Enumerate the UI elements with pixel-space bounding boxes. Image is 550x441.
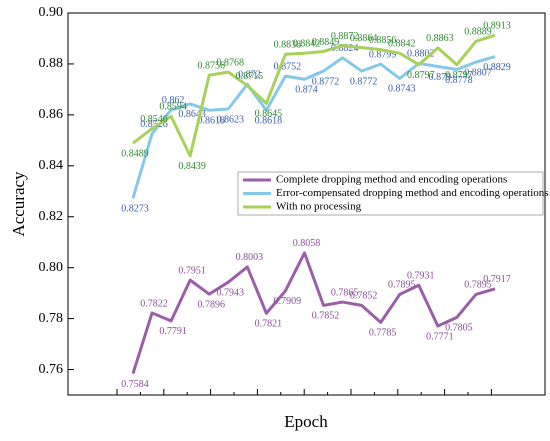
data-label: 0.8439 <box>178 161 206 172</box>
data-label: 0.8768 <box>217 57 245 68</box>
data-label: 0.7852 <box>312 311 340 322</box>
data-label: 0.8526 <box>140 119 168 130</box>
data-label: 0.8772 <box>312 76 340 87</box>
data-label: 0.8623 <box>217 114 245 125</box>
data-label: 0.8807 <box>464 67 492 78</box>
data-label: 0.8618 <box>197 116 225 127</box>
legend-label: Complete dropping method and encoding op… <box>276 174 507 186</box>
y-tick-label: 0.78 <box>39 311 64 326</box>
data-label: 0.8772 <box>350 76 378 87</box>
data-label: 0.8778 <box>445 75 473 86</box>
data-label: 0.872 <box>238 70 261 81</box>
data-label: 0.8489 <box>121 148 149 159</box>
line <box>132 33 496 158</box>
data-label: 0.7917 <box>483 274 511 285</box>
data-label: 0.7822 <box>140 298 168 309</box>
legend-label: With no processing <box>276 201 362 213</box>
data-label: 0.8889 <box>464 27 492 38</box>
data-label: 0.8715 <box>236 71 264 82</box>
data-label: 0.8913 <box>483 20 511 31</box>
data-label: 0.8752 <box>274 61 302 72</box>
data-label: 0.8546 <box>140 114 168 125</box>
x-axis-label: Epoch <box>284 412 328 431</box>
data-label: 0.8743 <box>388 84 416 95</box>
y-tick-label: 0.88 <box>39 56 64 71</box>
data-label: 0.8849 <box>312 37 340 48</box>
data-label: 0.8799 <box>369 49 397 60</box>
data-label: 0.8872 <box>331 31 359 42</box>
data-label: 0.8643 <box>178 109 206 120</box>
legend-label: Error-compensated dropping method and en… <box>276 187 549 199</box>
data-label: 0.8645 <box>255 109 283 120</box>
data-label: 0.8863 <box>426 33 454 44</box>
data-label: 0.8003 <box>236 252 264 263</box>
data-label: 0.7791 <box>159 326 187 337</box>
data-label: 0.8856 <box>369 35 397 46</box>
line <box>131 251 496 375</box>
data-label: 0.8273 <box>121 203 149 214</box>
data-label: 0.8618 <box>255 116 283 127</box>
data-label: 0.879 <box>429 72 452 83</box>
data-label: 0.7951 <box>178 265 206 276</box>
data-label: 0.8802 <box>407 49 435 60</box>
data-label: 0.7771 <box>426 331 454 342</box>
data-label: 0.8594 <box>159 102 187 113</box>
data-label: 0.8824 <box>331 43 359 54</box>
data-label: 0.8756 <box>197 60 225 71</box>
data-label: 0.7865 <box>331 287 359 298</box>
data-label: 0.7821 <box>255 319 283 330</box>
y-tick-label: 0.84 <box>39 158 64 173</box>
line <box>131 55 496 199</box>
y-tick-label: 0.76 <box>39 362 64 377</box>
data-label: 0.8829 <box>483 62 511 73</box>
legend-box <box>237 171 544 216</box>
y-tick-label: 0.82 <box>39 209 64 224</box>
data-label: 0.7852 <box>350 291 378 302</box>
data-label: 0.8797 <box>445 70 473 81</box>
data-label: 0.7785 <box>369 328 397 339</box>
data-label: 0.7896 <box>197 299 225 310</box>
data-label: 0.7909 <box>274 296 302 307</box>
data-label: 0.7931 <box>407 271 435 282</box>
y-tick-label: 0.80 <box>39 260 64 275</box>
data-label: 0.8864 <box>350 33 378 44</box>
data-label: 0.7943 <box>217 287 245 298</box>
data-label: 0.8842 <box>388 39 416 50</box>
data-label: 0.7584 <box>121 379 149 390</box>
data-label: 0.7805 <box>445 323 473 334</box>
y-axis-label: Accuracy <box>9 171 28 237</box>
data-label: 0.7895 <box>464 280 492 291</box>
data-label: 0.8058 <box>293 238 321 249</box>
y-tick-label: 0.90 <box>39 5 64 20</box>
data-label: 0.862 <box>162 95 185 106</box>
y-tick-label: 0.86 <box>39 107 64 122</box>
data-label: 0.8797 <box>407 70 435 81</box>
data-label: 0.874 <box>295 85 318 96</box>
data-label: 0.8838 <box>274 40 302 51</box>
data-label: 0.7895 <box>388 280 416 291</box>
data-label: 0.8842 <box>293 39 321 50</box>
plot-frame <box>67 12 546 396</box>
